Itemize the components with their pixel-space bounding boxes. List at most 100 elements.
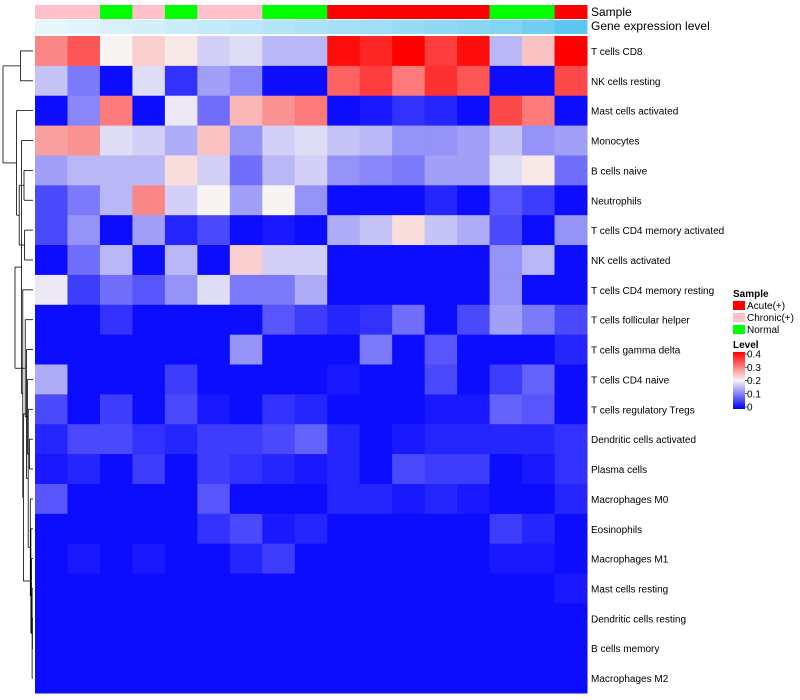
- heatmap-cell: [392, 633, 426, 664]
- heatmap-cell: [327, 633, 361, 664]
- row-label: T cells regulatory Tregs: [591, 405, 695, 416]
- heatmap-cell: [99, 573, 133, 604]
- heatmap-cell: [229, 334, 263, 365]
- heatmap-cell: [67, 36, 101, 67]
- heatmap-cell: [294, 334, 328, 365]
- heatmap-cell: [392, 65, 426, 97]
- heatmap-cell: [99, 334, 133, 365]
- heatmap-cell: [457, 65, 491, 97]
- heatmap-cell: [67, 663, 101, 694]
- gene-expression-annotation-cell: [67, 20, 101, 34]
- heatmap-cell: [457, 394, 491, 425]
- heatmap-cell: [424, 155, 458, 186]
- heatmap-cell: [197, 65, 231, 97]
- heatmap-cell: [294, 543, 328, 575]
- heatmap-cell: [392, 394, 426, 425]
- heatmap-cell: [522, 513, 556, 545]
- heatmap-cell: [522, 185, 556, 216]
- heatmap-cell: [229, 573, 263, 604]
- heatmap-cell: [489, 65, 523, 97]
- heatmap-cell: [294, 125, 328, 156]
- heatmap-cell: [554, 663, 588, 694]
- legend-swatch-acute: [733, 301, 745, 310]
- heatmap-cell: [424, 215, 458, 246]
- heatmap-cell: [489, 483, 523, 515]
- heatmap-cell: [489, 454, 523, 485]
- row-label: NK cells activated: [591, 256, 670, 267]
- level-tick-label: 0.1: [747, 389, 761, 400]
- heatmap-cell: [197, 454, 231, 485]
- heatmap-cell: [35, 304, 68, 336]
- heatmap-cell: [35, 633, 68, 664]
- heatmap-cell: [262, 633, 296, 664]
- heatmap-cell: [327, 245, 361, 276]
- heatmap-cell: [392, 334, 426, 365]
- heatmap-cell: [294, 603, 328, 634]
- heatmap-cell: [197, 364, 231, 395]
- gene-expression-annotation-cell: [327, 20, 361, 34]
- heatmap-cell: [294, 454, 328, 485]
- heatmap-cell: [392, 573, 426, 604]
- heatmap-cell: [359, 36, 393, 67]
- heatmap-cell: [35, 215, 68, 246]
- heatmap-cell: [294, 65, 328, 97]
- heatmap-cell: [522, 394, 556, 425]
- heatmap-cell: [457, 364, 491, 395]
- heatmap-cell: [522, 483, 556, 515]
- heatmap-cell: [294, 394, 328, 425]
- heatmap-cell: [294, 36, 328, 67]
- heatmap-cell: [67, 603, 101, 634]
- heatmap-cell: [457, 543, 491, 575]
- heatmap-cell: [132, 215, 166, 246]
- heatmap-cell: [262, 573, 296, 604]
- heatmap-cell: [489, 155, 523, 186]
- heatmap-cell: [489, 274, 523, 306]
- sample-annotation-cell: [489, 5, 523, 19]
- heatmap-cell: [164, 304, 198, 336]
- heatmap-cell: [294, 513, 328, 545]
- legend-label-normal: Normal: [747, 325, 779, 336]
- gene-expression-annotation-cell: [164, 20, 198, 34]
- heatmap-cell: [327, 663, 361, 694]
- heatmap-cell: [392, 603, 426, 634]
- gene-expression-annotation-cell: [229, 20, 263, 34]
- heatmap-cell: [99, 185, 133, 216]
- heatmap-cell: [67, 215, 101, 246]
- heatmap-cell: [99, 95, 133, 127]
- heatmap-cell: [554, 543, 588, 575]
- heatmap-cell: [457, 215, 491, 246]
- heatmap-cell: [132, 334, 166, 365]
- heatmap-cell: [197, 334, 231, 365]
- heatmap-cell: [424, 543, 458, 575]
- heatmap-cell: [554, 334, 588, 365]
- heatmap-cell: [132, 65, 166, 97]
- heatmap-cell: [392, 36, 426, 67]
- heatmap-cell: [67, 633, 101, 664]
- sample-annotation-cell: [164, 5, 198, 19]
- heatmap-cell: [67, 334, 101, 365]
- heatmap-cell: [132, 364, 166, 395]
- heatmap-cell: [359, 663, 393, 694]
- row-label: Macrophages M0: [591, 495, 669, 506]
- heatmap-cell: [457, 603, 491, 634]
- heatmap-cell: [554, 95, 588, 127]
- row-label: Dendritic cells activated: [591, 435, 696, 446]
- heatmap-cell: [359, 573, 393, 604]
- heatmap-cell: [554, 304, 588, 336]
- heatmap-cell: [197, 573, 231, 604]
- heatmap-cell: [99, 245, 133, 276]
- heatmap-cell: [327, 65, 361, 97]
- heatmap-cell: [197, 95, 231, 127]
- row-label: NK cells resting: [591, 77, 660, 88]
- heatmap-cell: [262, 65, 296, 97]
- heatmap-cell: [67, 483, 101, 515]
- sample-annotation-cell: [229, 5, 263, 19]
- heatmap-cell: [294, 274, 328, 306]
- row-label: Dendritic cells resting: [591, 614, 686, 625]
- heatmap-cell: [424, 513, 458, 545]
- heatmap-cell: [164, 125, 198, 156]
- heatmap-cell: [359, 364, 393, 395]
- heatmap-cell: [327, 125, 361, 156]
- heatmap-cell: [392, 125, 426, 156]
- heatmap-cell: [424, 633, 458, 664]
